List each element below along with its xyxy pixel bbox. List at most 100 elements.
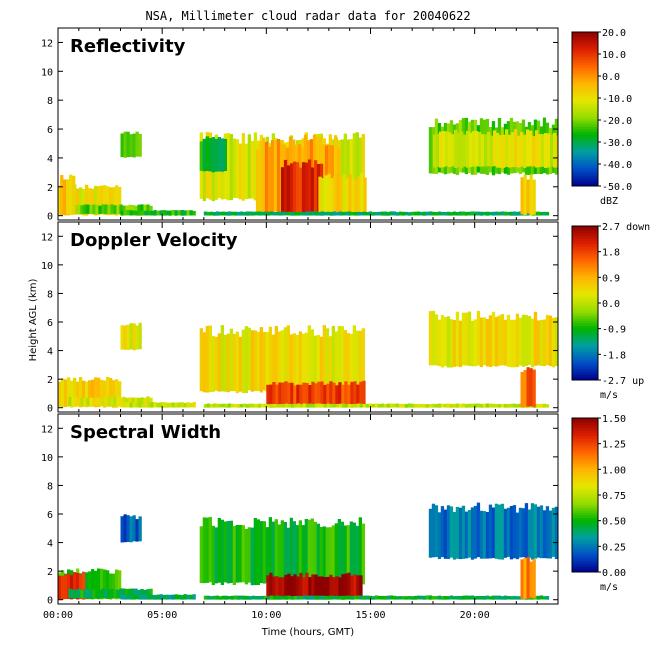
colorbar-tick-label: -20.0 xyxy=(602,116,632,127)
heatmap-cell xyxy=(331,525,335,583)
heatmap-cell xyxy=(419,211,424,216)
heatmap-cell xyxy=(299,212,304,216)
heatmap-cell xyxy=(66,179,70,215)
heatmap-cell xyxy=(512,211,517,216)
heatmap-cell xyxy=(344,404,349,408)
y-tick-label: 2 xyxy=(47,375,53,386)
colorbar-swatch xyxy=(572,459,598,463)
heatmap-cell xyxy=(199,328,203,392)
heatmap-cell xyxy=(263,211,268,216)
heatmap-cell xyxy=(497,211,502,216)
heatmap-cell xyxy=(539,595,544,600)
heatmap-cell xyxy=(356,403,361,408)
heatmap-cell xyxy=(473,319,478,367)
heatmap-cell xyxy=(345,178,349,215)
heatmap-region xyxy=(120,131,142,158)
heatmap-cell xyxy=(512,505,517,559)
heatmap-cell xyxy=(135,519,139,542)
heatmap-cell xyxy=(340,521,344,585)
heatmap-cell xyxy=(335,595,340,600)
x-axis-label: Time (hours, GMT) xyxy=(261,627,355,638)
heatmap-cell xyxy=(245,595,250,600)
heatmap-cell xyxy=(470,507,475,560)
heatmap-cell xyxy=(79,574,83,600)
heatmap-cell xyxy=(322,526,326,586)
heatmap-cell xyxy=(383,211,388,216)
heatmap-cell xyxy=(440,315,445,368)
heatmap-cell xyxy=(512,319,517,368)
heatmap-cell xyxy=(301,162,306,216)
heatmap-cell xyxy=(123,594,127,600)
heatmap-region xyxy=(68,588,153,599)
heatmap-cell xyxy=(338,595,343,600)
heatmap-cell xyxy=(520,371,524,408)
heatmap-cell xyxy=(290,576,294,599)
heatmap-cell xyxy=(311,595,316,600)
heatmap-cell xyxy=(248,403,253,408)
heatmap-cell xyxy=(488,211,493,216)
heatmap-cell xyxy=(317,576,321,599)
heatmap-cell xyxy=(253,330,257,391)
heatmap-region xyxy=(203,595,550,600)
heatmap-cell xyxy=(247,327,251,391)
colorbar-swatch xyxy=(572,351,598,355)
heatmap-cell xyxy=(239,595,244,600)
heatmap-cell xyxy=(266,575,270,599)
heatmap-cell xyxy=(140,204,144,214)
heatmap-cell xyxy=(209,404,214,408)
heatmap-cell xyxy=(76,381,80,407)
heatmap-cell xyxy=(358,137,362,202)
heatmap-cell xyxy=(125,588,129,598)
colorbar-swatch xyxy=(572,502,598,506)
colorbar-swatch xyxy=(572,528,598,532)
colorbar-swatch xyxy=(572,433,598,437)
heatmap-cell xyxy=(464,404,469,408)
heatmap-cell xyxy=(335,404,340,408)
heatmap-cell xyxy=(79,377,83,408)
colorbar-swatch xyxy=(572,346,598,350)
heatmap-cell xyxy=(380,595,385,600)
heatmap-cell xyxy=(395,212,400,216)
heatmap-cell xyxy=(314,403,319,408)
heatmap-cell xyxy=(135,594,139,600)
heatmap-cell xyxy=(209,596,214,600)
heatmap-cell xyxy=(299,572,303,600)
heatmap-cell xyxy=(428,211,433,216)
heatmap-cell xyxy=(491,311,496,367)
heatmap-cell xyxy=(283,327,287,391)
heatmap-cell xyxy=(532,559,536,599)
heatmap-cell xyxy=(272,576,276,600)
heatmap-cell xyxy=(455,595,460,600)
heatmap-cell xyxy=(404,404,409,408)
colorbar-swatch xyxy=(572,336,598,340)
heatmap-cell xyxy=(205,136,209,171)
heatmap-cell xyxy=(416,403,421,408)
heatmap-cell xyxy=(353,574,357,600)
heatmap-cell xyxy=(523,557,527,599)
heatmap-cell xyxy=(269,595,274,600)
heatmap-cell xyxy=(339,176,343,215)
heatmap-cell xyxy=(267,146,272,213)
heatmap-cell xyxy=(530,318,535,368)
heatmap-cell xyxy=(283,159,288,215)
heatmap-cell xyxy=(488,596,493,600)
heatmap-cell xyxy=(322,325,326,390)
colorbar-swatch xyxy=(572,157,598,161)
heatmap-cell xyxy=(470,403,475,408)
colorbar-swatch xyxy=(572,479,598,483)
heatmap-cell xyxy=(233,211,238,216)
heatmap-cell xyxy=(275,595,280,600)
heatmap-cell xyxy=(460,131,464,169)
colorbar-swatch xyxy=(572,438,598,442)
heatmap-cell xyxy=(359,212,364,216)
heatmap-cell xyxy=(455,507,460,559)
colorbar-swatch xyxy=(572,469,598,473)
heatmap-cell xyxy=(413,404,418,408)
heatmap-cell xyxy=(123,210,127,216)
heatmap-cell xyxy=(85,381,89,408)
heatmap-cell xyxy=(395,596,400,600)
heatmap-cell xyxy=(509,403,514,408)
heatmap-cell xyxy=(509,211,514,216)
heatmap-cell xyxy=(333,175,337,215)
heatmap-cell xyxy=(371,212,376,216)
